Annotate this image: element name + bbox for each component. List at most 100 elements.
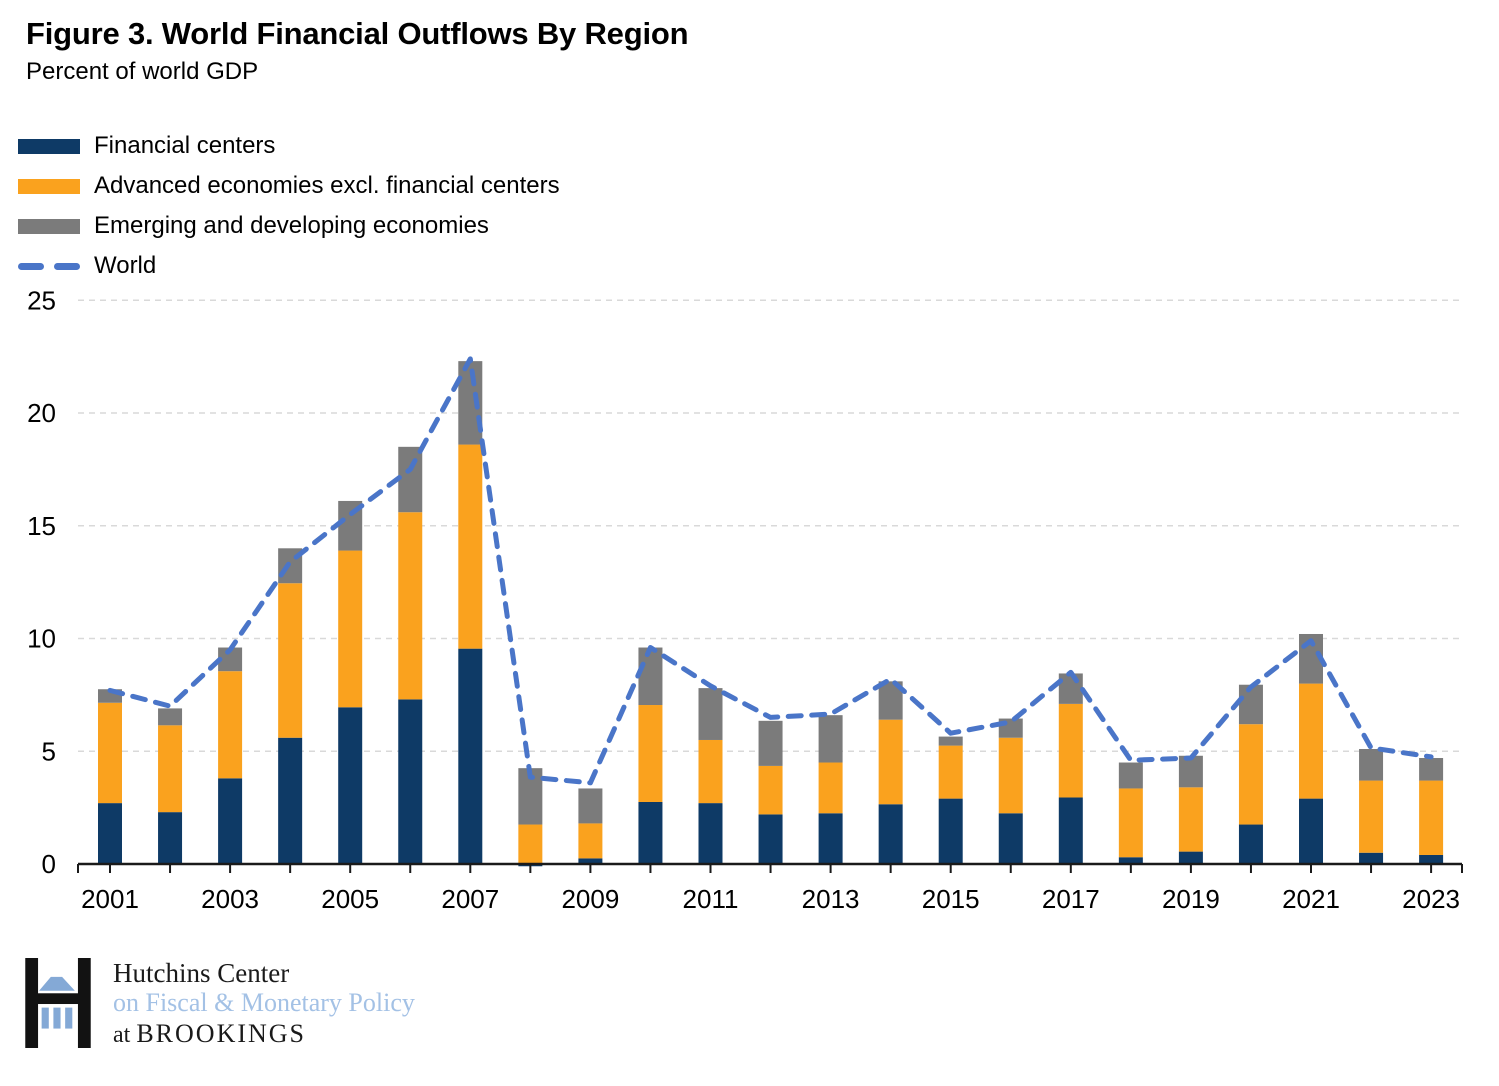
- bar-segment: [158, 812, 183, 864]
- bar-segment: [398, 512, 423, 700]
- world-dashed-line-icon: [18, 262, 80, 270]
- bar-segment: [698, 739, 723, 804]
- bar-segment: [878, 719, 903, 805]
- bar-segment: [278, 737, 303, 864]
- legend-item-advanced-economies: Advanced economies excl. financial cente…: [18, 166, 560, 206]
- y-tick-label: 0: [42, 849, 56, 879]
- bar-segment: [218, 778, 243, 864]
- bar-segment: [578, 823, 603, 859]
- bar-segment: [398, 699, 423, 864]
- legend: Financial centers Advanced economies exc…: [18, 126, 560, 286]
- bar-segment: [758, 814, 783, 864]
- page-subtitle: Percent of world GDP: [26, 58, 259, 85]
- footer-logo: Hutchins Center on Fiscal & Monetary Pol…: [25, 958, 415, 1051]
- bar-segment: [698, 803, 723, 864]
- dash-segment: [54, 262, 80, 270]
- bar-segment: [938, 798, 963, 864]
- footer-text: Hutchins Center on Fiscal & Monetary Pol…: [113, 958, 415, 1051]
- legend-label: Advanced economies excl. financial cente…: [94, 172, 560, 199]
- bar-segment: [458, 444, 483, 649]
- bar-segment: [398, 446, 423, 513]
- y-tick-label: 15: [27, 511, 56, 541]
- bar-segment: [878, 804, 903, 864]
- x-tick-label: 2017: [1042, 884, 1100, 914]
- x-tick-label: 2013: [802, 884, 860, 914]
- bar-segment: [1419, 854, 1444, 864]
- x-tick-label: 2015: [922, 884, 980, 914]
- bar-segment: [1118, 857, 1143, 864]
- bar-segment: [518, 824, 543, 864]
- bar-segment: [938, 745, 963, 799]
- bar-segment: [1118, 788, 1143, 858]
- bar-segment: [998, 813, 1023, 864]
- bar-segment: [98, 803, 122, 864]
- bar-segment: [1359, 852, 1384, 864]
- y-axis-labels: 0 5 10 15 20 25: [27, 285, 56, 879]
- footer-brand-line: at BROOKINGS: [113, 1018, 415, 1051]
- bar-segment: [458, 648, 483, 864]
- page-title: Figure 3. World Financial Outflows By Re…: [26, 16, 689, 51]
- bar-segment: [1058, 703, 1083, 798]
- dash-segment: [18, 262, 44, 270]
- footer-org-name: Hutchins Center: [113, 958, 290, 988]
- bar-segment: [158, 708, 183, 726]
- bar-segment: [1178, 851, 1203, 864]
- footer-at: at: [113, 1022, 131, 1048]
- x-tick-label: 2009: [561, 884, 619, 914]
- bar-segment: [758, 765, 783, 815]
- bar-segment: [1238, 724, 1263, 825]
- bar-segment: [578, 858, 603, 864]
- bar-segment: [1238, 824, 1263, 864]
- y-tick-label: 5: [42, 736, 56, 766]
- bar-segment: [818, 762, 843, 814]
- bar-segment: [1299, 798, 1323, 864]
- bar-segment: [578, 788, 603, 824]
- x-axis-labels: 2001 2003 2005 2007 2009 2011 2013 2015 2017 2019…: [81, 884, 1460, 914]
- legend-label: World: [94, 252, 157, 279]
- bar-segment: [158, 725, 183, 813]
- legend-item-emerging-economies: Emerging and developing economies: [18, 206, 560, 246]
- bar-segment: [818, 715, 843, 763]
- x-axis: [77, 862, 1463, 873]
- legend-label: Financial centers: [94, 132, 276, 159]
- advanced-economies-swatch-icon: [18, 178, 80, 194]
- footer-org-subtitle: on Fiscal & Monetary Policy: [113, 988, 415, 1017]
- y-tick-label: 20: [27, 398, 56, 428]
- bar-segment: [218, 647, 243, 672]
- x-tick-label: 2011: [683, 884, 739, 914]
- bar-segment: [758, 720, 783, 766]
- bar-segment: [338, 707, 363, 864]
- bar-segment: [998, 737, 1023, 814]
- y-tick-label: 10: [27, 624, 56, 654]
- bars: [98, 361, 1444, 867]
- legend-item-financial-centers: Financial centers: [18, 126, 560, 166]
- bar-segment: [638, 647, 663, 706]
- bar-segment: [1238, 684, 1263, 725]
- bar-segment: [1419, 780, 1444, 855]
- bar-segment: [218, 671, 243, 779]
- world-line: [107, 356, 1434, 786]
- financial-centers-swatch-icon: [18, 138, 80, 154]
- bar-segment: [1299, 683, 1323, 799]
- bar-segment: [1359, 748, 1384, 781]
- emerging-economies-swatch-icon: [18, 218, 80, 234]
- x-tick-label: 2003: [201, 884, 259, 914]
- bar-segment: [1178, 787, 1203, 852]
- bar-segment: [1118, 762, 1143, 789]
- x-tick-label: 2005: [321, 884, 379, 914]
- bar-segment: [1058, 797, 1083, 864]
- bar-segment: [638, 705, 663, 802]
- bar-segment: [638, 801, 663, 864]
- bar-segment: [938, 736, 963, 746]
- x-tick-label: 2021: [1282, 884, 1340, 914]
- bar-segment: [1058, 673, 1083, 704]
- bar-segment: [1178, 755, 1203, 788]
- x-tick-label: 2001: [81, 884, 139, 914]
- legend-item-world: World: [18, 246, 560, 286]
- x-tick-label: 2023: [1402, 884, 1460, 914]
- y-tick-label: 25: [27, 285, 56, 315]
- x-tick-label: 2019: [1162, 884, 1220, 914]
- bar-segment: [278, 583, 303, 738]
- footer-brand: BROOKINGS: [136, 1019, 307, 1048]
